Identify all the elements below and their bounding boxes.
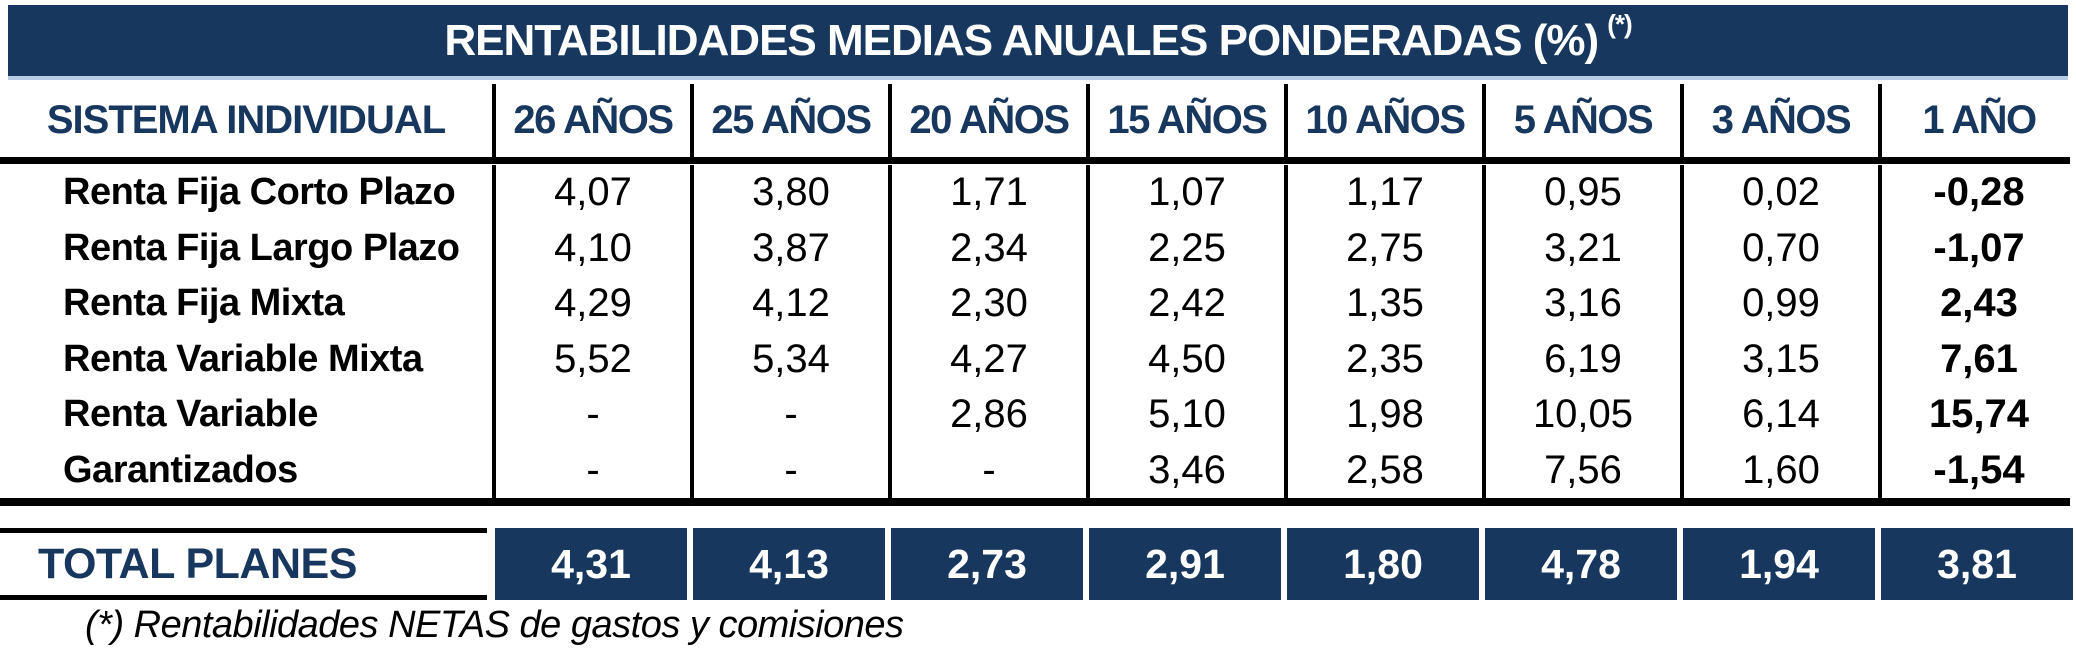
footnote: (*) Rentabilidades NETAS de gastos y com…	[85, 604, 904, 646]
column-header-0: 26 AÑOS	[492, 84, 690, 157]
table-body: Renta Fija Corto Plazo 4,07 3,80 1,71 1,07 1,…	[0, 165, 2076, 498]
value-cell: -	[690, 442, 888, 498]
total-row-label: TOTAL PLANES	[0, 528, 487, 600]
total-value-cell: 4,78	[1485, 528, 1677, 600]
value-cell: 4,10	[492, 220, 690, 276]
row-label: Renta Variable Mixta	[63, 337, 423, 380]
title-bar: RENTABILIDADES MEDIAS ANUALES PONDERADAS…	[8, 5, 2068, 80]
value-cell: 10,05	[1482, 387, 1680, 443]
value-cell: 7,61	[1878, 331, 2076, 387]
value-cell: 2,30	[888, 276, 1086, 332]
column-header-3: 15 AÑOS	[1086, 84, 1284, 157]
total-value-cell: 3,81	[1881, 528, 2073, 600]
title-footnote-marker: (*)	[1607, 9, 1632, 39]
table-row: Renta Fija Largo Plazo 4,10 3,87 2,34 2,25 2,…	[0, 220, 2076, 276]
row-label: Renta Fija Largo Plazo	[63, 226, 460, 269]
value-cell: 3,46	[1086, 442, 1284, 498]
total-value-cell: 2,73	[891, 528, 1083, 600]
value-cell: 1,07	[1086, 165, 1284, 221]
value-cell: 4,12	[690, 276, 888, 332]
value-cell: 1,35	[1284, 276, 1482, 332]
value-cell: 2,58	[1284, 442, 1482, 498]
header-divider-rule	[0, 157, 2070, 164]
value-cell: 6,14	[1680, 387, 1878, 443]
value-cell: 2,43	[1878, 276, 2076, 332]
value-cell: 2,42	[1086, 276, 1284, 332]
table-row: Renta Variable Mixta 5,52 5,34 4,27 4,50 2,35…	[0, 331, 2076, 387]
value-cell: 0,95	[1482, 165, 1680, 221]
value-cell: 1,17	[1284, 165, 1482, 221]
column-header-4: 10 AÑOS	[1284, 84, 1482, 157]
value-cell: 0,99	[1680, 276, 1878, 332]
table-row: Renta Fija Corto Plazo 4,07 3,80 1,71 1,07 1,…	[0, 165, 2076, 221]
value-cell: -	[690, 387, 888, 443]
total-value-cell: 4,13	[693, 528, 885, 600]
value-cell: 4,50	[1086, 331, 1284, 387]
table-row: Renta Fija Mixta 4,29 4,12 2,30 2,42 1,35 3,16…	[0, 276, 2076, 332]
row-header-label: SISTEMA INDIVIDUAL	[46, 98, 446, 142]
row-label: Renta Fija Mixta	[63, 282, 345, 325]
value-cell: 3,16	[1482, 276, 1680, 332]
value-cell: 1,60	[1680, 442, 1878, 498]
page-title: RENTABILIDADES MEDIAS ANUALES PONDERADAS…	[444, 15, 1599, 65]
value-cell: -0,28	[1878, 165, 2076, 221]
value-cell: -	[492, 442, 690, 498]
value-cell: -	[888, 442, 1086, 498]
total-value-cell: 4,31	[495, 528, 687, 600]
value-cell: 15,74	[1878, 387, 2076, 443]
total-value-cell: 1,80	[1287, 528, 1479, 600]
value-cell: 3,80	[690, 165, 888, 221]
value-cell: 5,10	[1086, 387, 1284, 443]
value-cell: 1,71	[888, 165, 1086, 221]
column-header-7: 1 AÑO	[1878, 84, 2076, 157]
total-value-cell: 2,91	[1089, 528, 1281, 600]
row-label: Renta Fija Corto Plazo	[63, 171, 456, 214]
value-cell: -	[492, 387, 690, 443]
total-row: TOTAL PLANES 4,31 4,13 2,73 2,91 1,80 4,78 1,9…	[0, 528, 2076, 600]
value-cell: 4,07	[492, 165, 690, 221]
column-header-5: 5 AÑOS	[1482, 84, 1680, 157]
row-label: Garantizados	[63, 448, 298, 491]
row-label: Renta Variable	[63, 393, 318, 436]
value-cell: 2,35	[1284, 331, 1482, 387]
table-row: Garantizados - - -3,46 2,58 7,56 1,60 -1,54	[0, 442, 2076, 498]
value-cell: 3,87	[690, 220, 888, 276]
value-cell: 1,98	[1284, 387, 1482, 443]
value-cell: 2,25	[1086, 220, 1284, 276]
value-cell: -1,07	[1878, 220, 2076, 276]
value-cell: 6,19	[1482, 331, 1680, 387]
header-row: SISTEMA INDIVIDUAL 26 AÑOS 25 AÑOS 20 AÑOS…	[0, 84, 2076, 157]
value-cell: 3,21	[1482, 220, 1680, 276]
value-cell: 7,56	[1482, 442, 1680, 498]
value-cell: 0,02	[1680, 165, 1878, 221]
table-row: Renta Variable - -2,86 5,10 1,98 10,05 6,14 15,…	[0, 387, 2076, 443]
body-divider-rule	[0, 498, 2070, 506]
total-value-cell: 1,94	[1683, 528, 1875, 600]
value-cell: 2,86	[888, 387, 1086, 443]
value-cell: 4,27	[888, 331, 1086, 387]
column-header-1: 25 AÑOS	[690, 84, 888, 157]
value-cell: -1,54	[1878, 442, 2076, 498]
value-cell: 5,52	[492, 331, 690, 387]
value-cell: 2,75	[1284, 220, 1482, 276]
value-cell: 0,70	[1680, 220, 1878, 276]
value-cell: 2,34	[888, 220, 1086, 276]
value-cell: 3,15	[1680, 331, 1878, 387]
column-header-2: 20 AÑOS	[888, 84, 1086, 157]
value-cell: 5,34	[690, 331, 888, 387]
column-header-6: 3 AÑOS	[1680, 84, 1878, 157]
value-cell: 4,29	[492, 276, 690, 332]
